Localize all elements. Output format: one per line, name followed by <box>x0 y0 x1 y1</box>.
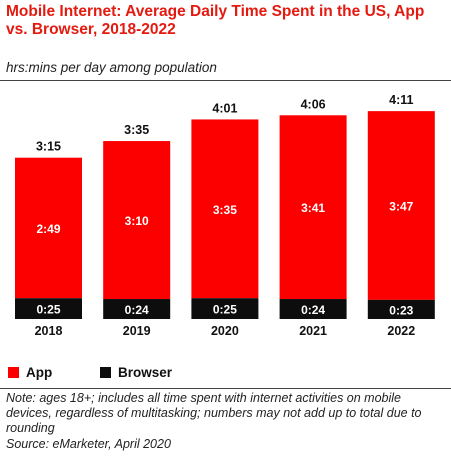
data-label-total-2018: 3:15 <box>36 140 61 154</box>
legend-label-app: App <box>26 365 53 380</box>
x-tick-label-2021: 2021 <box>299 324 327 338</box>
legend-item-app: App <box>8 365 52 380</box>
data-label-app-2020: 3:35 <box>213 203 237 217</box>
data-label-browser-2019: 0:24 <box>125 303 149 317</box>
legend-swatch-browser <box>100 367 111 378</box>
data-label-browser-2021: 0:24 <box>301 303 325 317</box>
bar-app-2019 <box>103 141 171 300</box>
bar-browser-2020 <box>191 298 259 319</box>
legend-label-browser: Browser <box>118 365 173 380</box>
bar-browser-2018 <box>15 298 82 319</box>
chart-title: Mobile Internet: Average Daily Time Spen… <box>6 3 425 38</box>
top-divider <box>0 80 451 81</box>
x-tick-label-2022: 2022 <box>387 324 415 338</box>
legend-swatch-app <box>8 367 19 378</box>
data-label-total-2021: 4:06 <box>301 97 326 111</box>
bar-app-2020 <box>191 119 259 299</box>
legend-item-browser: Browser <box>100 365 172 380</box>
bottom-divider <box>0 388 451 389</box>
chart-subtitle: hrs:mins per day among population <box>6 60 217 75</box>
bar-app-2018 <box>15 157 82 299</box>
bar-app-2021 <box>279 115 347 300</box>
data-label-total-2020: 4:01 <box>212 101 237 115</box>
data-label-app-2019: 3:10 <box>125 214 149 228</box>
data-label-app-2022: 3:47 <box>389 200 413 214</box>
data-label-browser-2020: 0:25 <box>213 303 237 317</box>
bar-browser-2022 <box>367 299 435 319</box>
data-label-app-2021: 3:41 <box>301 201 325 215</box>
stacked-bar-chart: 0:25 2:49 3:15 2018 0:24 3:10 3:35 2019 0:25 3:35… <box>15 93 435 338</box>
chart-note: Note: ages 18+; includes all time spent … <box>6 391 422 435</box>
chart-source: Source: eMarketer, April 2020 <box>6 437 171 451</box>
data-label-browser-2018: 0:25 <box>36 303 60 317</box>
data-label-total-2022: 4:11 <box>389 93 413 107</box>
data-label-app-2018: 2:49 <box>36 222 60 236</box>
x-tick-label-2020: 2020 <box>211 324 239 338</box>
bar-browser-2021 <box>279 299 347 319</box>
x-tick-label-2018: 2018 <box>35 324 63 338</box>
data-label-browser-2022: 0:23 <box>389 303 413 317</box>
bar-app-2022 <box>367 111 435 300</box>
data-label-total-2019: 3:35 <box>124 123 149 137</box>
bar-browser-2019 <box>103 299 171 319</box>
x-tick-label-2019: 2019 <box>123 324 151 338</box>
